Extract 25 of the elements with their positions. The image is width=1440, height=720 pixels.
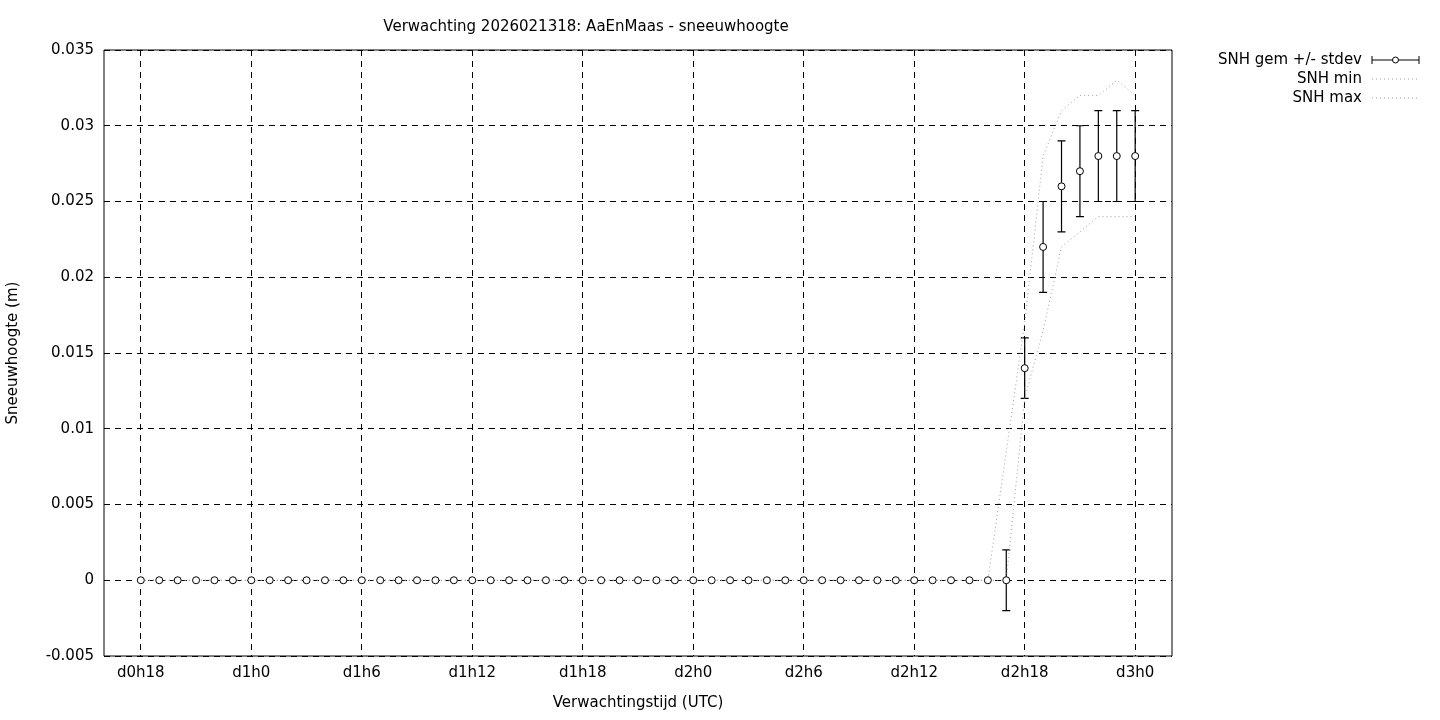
x-tick-label: d1h18 [558, 662, 607, 681]
y-tick-label: 0.035 [51, 39, 94, 58]
y-tick-label: 0 [84, 570, 94, 589]
y-tick-label: 0.03 [60, 115, 94, 134]
y-tick-label: 0.02 [60, 267, 94, 286]
chart-title: Verwachting 2026021318: AaEnMaas - sneeuwhoogte [383, 16, 789, 35]
legend-label: SNH max [1292, 87, 1363, 106]
legend-label: SNH min [1296, 68, 1362, 87]
x-tick-label: d2h18 [1000, 662, 1049, 681]
legend-label: SNH gem +/- stdev [1217, 49, 1363, 68]
x-tick-label: d1h6 [342, 662, 381, 681]
x-tick-label: d3h0 [1116, 662, 1155, 681]
y-tick-label: -0.005 [45, 645, 94, 664]
x-tick-label: d1h12 [448, 662, 497, 681]
y-tick-label: 0.025 [51, 191, 94, 210]
x-tick-label: d2h0 [674, 662, 713, 681]
y-tick-label: 0.015 [51, 342, 94, 361]
x-tick-label: d1h0 [232, 662, 271, 681]
x-tick-label: d2h12 [890, 662, 939, 681]
y-axis-title: Sneeuwhoogte (m) [2, 281, 21, 425]
y-tick-label: 0.01 [60, 418, 94, 437]
y-tick-label: 0.005 [51, 494, 94, 513]
x-tick-label: d0h18 [116, 662, 165, 681]
x-tick-label: d2h6 [784, 662, 823, 681]
x-axis-title: Verwachtingstijd (UTC) [552, 692, 724, 711]
